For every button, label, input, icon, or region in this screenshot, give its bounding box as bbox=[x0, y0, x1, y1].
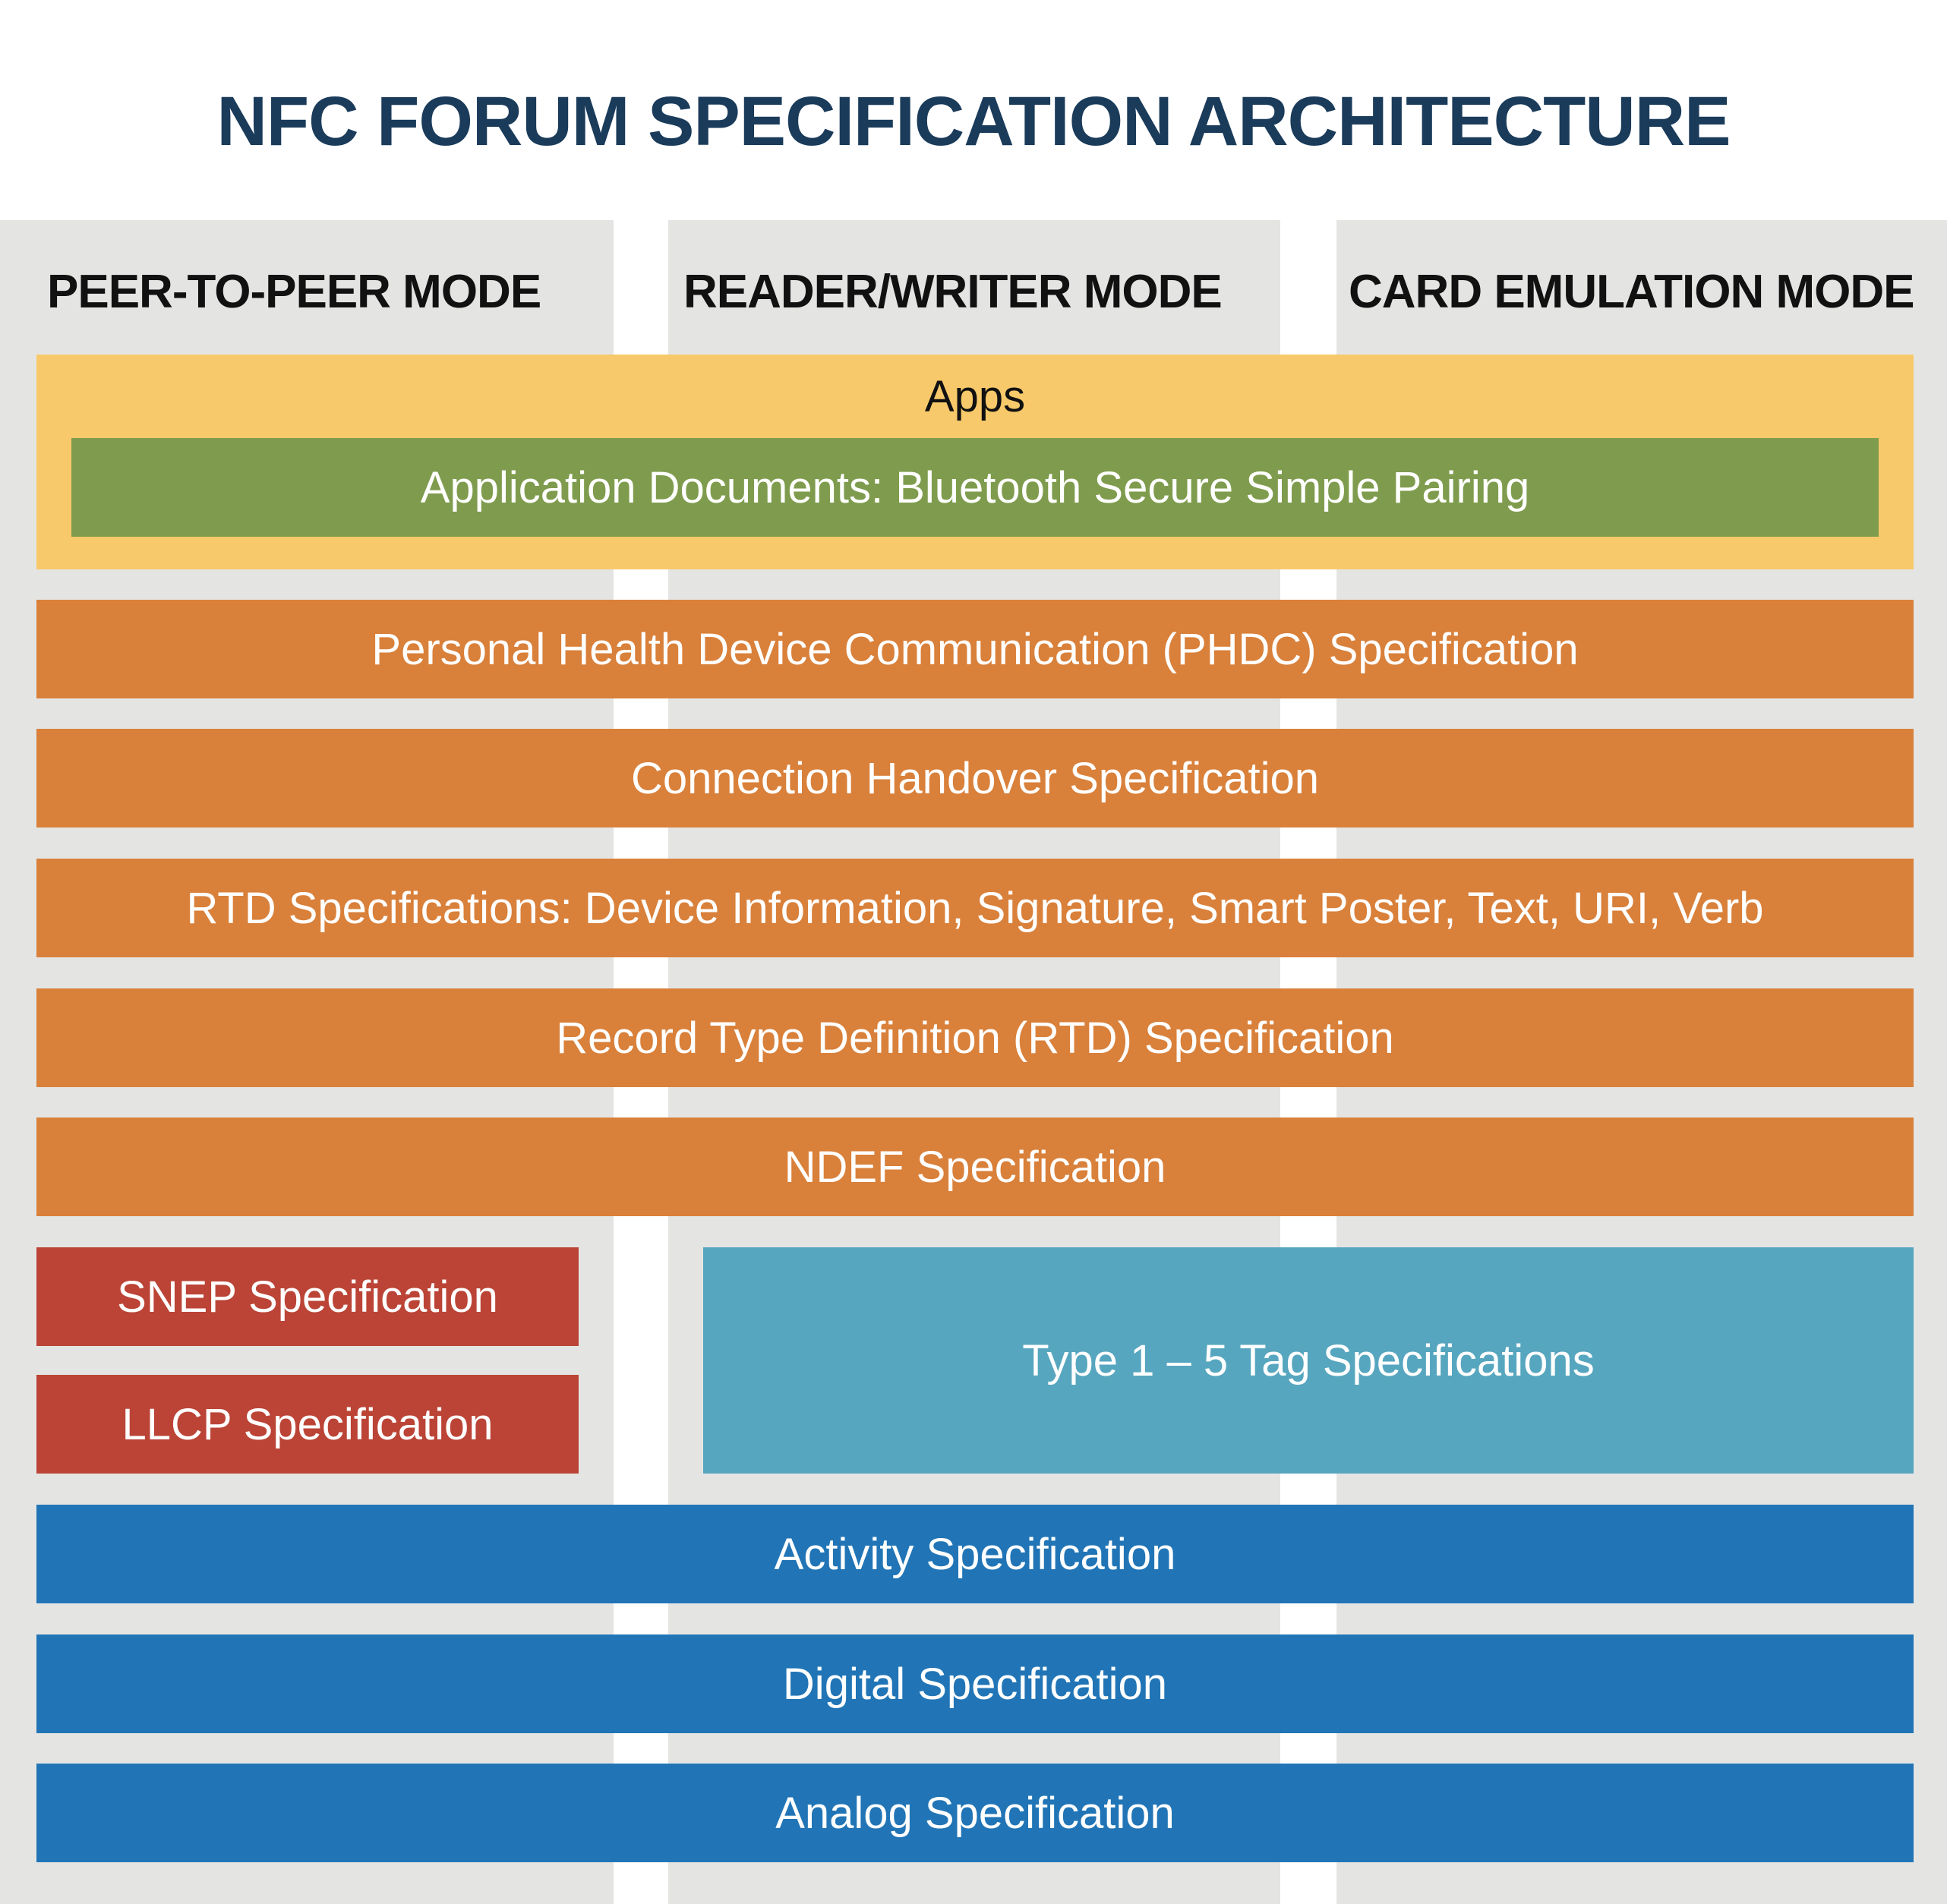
tag-specifications-layer: Type 1 – 5 Tag Specifications bbox=[703, 1247, 1914, 1474]
apps-label: Apps bbox=[924, 371, 1026, 421]
llcp-layer: LLCP Specification bbox=[36, 1375, 579, 1474]
mode-label-card-emulation: CARD EMULATION MODE bbox=[1349, 266, 1914, 318]
diagram-title: NFC FORUM SPECIFICATION ARCHITECTURE bbox=[216, 83, 1731, 160]
mode-label-peer-to-peer: PEER-TO-PEER MODE bbox=[47, 266, 541, 318]
digital-layer: Digital Specification bbox=[36, 1634, 1914, 1733]
activity-layer: Activity Specification bbox=[36, 1505, 1914, 1603]
rtd-specifications-layer: RTD Specifications: Device Information, … bbox=[36, 859, 1914, 957]
analog-layer: Analog Specification bbox=[36, 1764, 1914, 1862]
record-type-definition-layer: Record Type Definition (RTD) Specificati… bbox=[36, 988, 1914, 1087]
apps-layer: Apps Application Documents: Bluetooth Se… bbox=[36, 355, 1914, 569]
connection-handover-layer: Connection Handover Specification bbox=[36, 729, 1914, 827]
application-documents-layer: Application Documents: Bluetooth Secure … bbox=[71, 438, 1879, 537]
mode-label-reader-writer: READER/WRITER MODE bbox=[683, 266, 1223, 318]
ndef-layer: NDEF Specification bbox=[36, 1117, 1914, 1216]
snep-layer: SNEP Specification bbox=[36, 1247, 579, 1346]
phdc-layer: Personal Health Device Communication (PH… bbox=[36, 600, 1914, 698]
